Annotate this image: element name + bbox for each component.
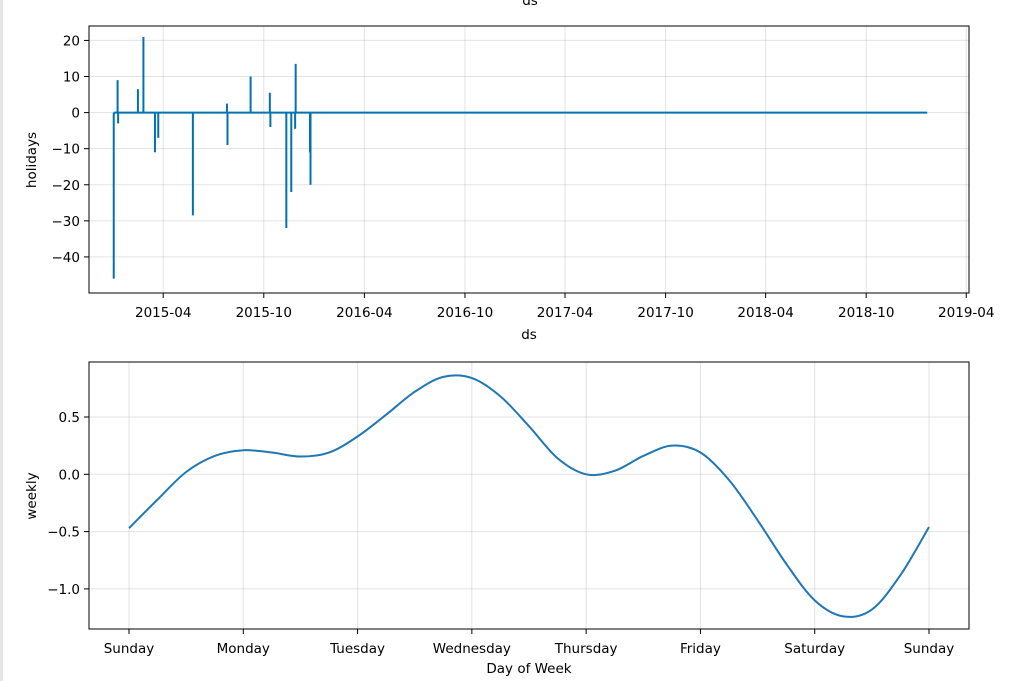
- holidays-y-tick-label: 10: [63, 70, 80, 86]
- holidays-x-tick-label: 2017-10: [637, 305, 693, 321]
- weekly-x-tick-label: Monday: [217, 641, 270, 657]
- weekly-chart: Sunday Monday Tuesday Wednesday Thursday Frid…: [24, 361, 970, 677]
- weekly-plot-frame: [88, 361, 970, 630]
- holidays-series: [112, 36, 928, 279]
- holidays-y-tick-label: −40: [52, 250, 81, 266]
- holidays-x-ticks: 2015-04 2015-10 2016-04 2016-10 2017-04 2017-…: [135, 293, 994, 321]
- holidays-x-axis-label: ds: [521, 327, 537, 343]
- holidays-x-tick-label: 2015-04: [135, 305, 191, 321]
- holidays-y-ticks: 20 10 0 −10 −20 −30 −40: [52, 33, 89, 266]
- weekly-x-tick-label: Friday: [680, 641, 721, 657]
- holidays-x-tick-label: 2016-10: [437, 305, 493, 321]
- weekly-y-ticks: 0.5 0.0 −0.5 −1.0: [47, 410, 89, 598]
- weekly-series: [128, 374, 930, 618]
- left-window-edge: [0, 0, 3, 681]
- weekly-line: [128, 374, 930, 618]
- holidays-x-tick-label: 2016-04: [336, 305, 392, 321]
- weekly-x-tick-label: Thursday: [554, 641, 618, 657]
- weekly-grid: [89, 362, 969, 629]
- holidays-y-axis-label: holidays: [24, 132, 40, 188]
- weekly-x-tick-label: Wednesday: [433, 641, 511, 657]
- weekly-x-ticks: Sunday Monday Tuesday Wednesday Thursday Frid…: [104, 629, 955, 657]
- holidays-chart: ds 2015-04 2015-10 2016-04 2016-10 2017-04 20…: [24, 0, 994, 343]
- weekly-x-tick-label: Saturday: [784, 641, 845, 657]
- holidays-x-tick-label: 2019-04: [938, 305, 994, 321]
- weekly-x-tick-label: Tuesday: [329, 641, 385, 657]
- holidays-x-tick-label: 2018-10: [838, 305, 894, 321]
- holidays-y-tick-label: 0: [71, 106, 80, 122]
- top-cutoff-xlabel: ds: [522, 0, 538, 9]
- holidays-y-tick-label: −30: [52, 214, 81, 230]
- weekly-x-tick-label: Sunday: [104, 641, 155, 657]
- holidays-y-tick-label: −10: [52, 142, 81, 158]
- holidays-x-tick-label: 2018-04: [737, 305, 793, 321]
- weekly-y-tick-label: −0.5: [47, 525, 80, 541]
- holidays-grid: [89, 26, 969, 293]
- weekly-y-tick-label: −1.0: [47, 582, 80, 598]
- holidays-x-tick-label: 2015-10: [236, 305, 292, 321]
- weekly-y-tick-label: 0.5: [59, 410, 80, 426]
- holidays-y-tick-label: 20: [63, 33, 80, 49]
- weekly-x-axis-label: Day of Week: [486, 661, 571, 677]
- weekly-y-axis-label: weekly: [24, 472, 40, 519]
- holidays-plot-frame: [88, 25, 970, 294]
- holidays-x-tick-label: 2017-04: [537, 305, 593, 321]
- holidays-y-tick-label: −20: [52, 178, 81, 194]
- weekly-x-tick-label: Sunday: [904, 641, 955, 657]
- weekly-y-tick-label: 0.0: [59, 467, 80, 483]
